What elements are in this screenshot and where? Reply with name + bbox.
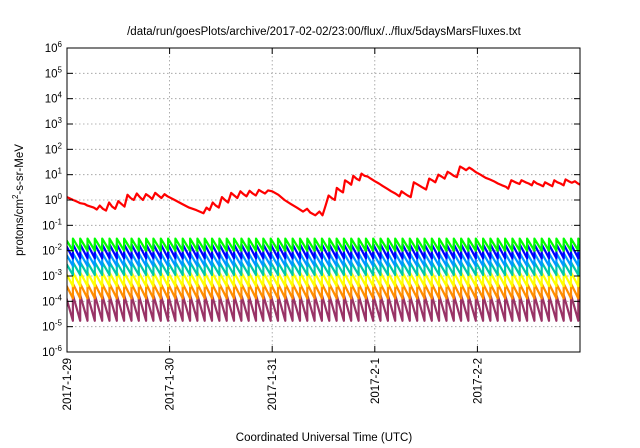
x-tick-label: 2017-1-29: [62, 358, 74, 410]
y-axis-label-prefix: protons/cm: [14, 199, 26, 256]
y-tick-label-base: 10: [45, 119, 58, 131]
y-tick-label-exponent: 5: [58, 65, 63, 74]
y-axis-tick-labels: 10610510410310210110010-110-210-310-410-…: [42, 40, 62, 359]
y-tick-label-exponent: -4: [55, 293, 63, 302]
y-tick-label: 100: [45, 192, 63, 207]
series-group: [67, 165, 580, 322]
y-tick-label: 10-1: [42, 217, 62, 232]
y-tick-label: 102: [45, 141, 63, 156]
y-axis-label-suffix: -s-sr-MeV: [14, 144, 26, 195]
y-tick-label-base: 10: [45, 94, 58, 106]
y-axis-label: protons/cm2-s-sr-MeV: [11, 144, 26, 256]
y-tick-label-base: 10: [45, 43, 58, 55]
flux-series-red-line: [67, 165, 580, 217]
y-tick-label-base: 10: [42, 220, 55, 232]
y-tick-label-base: 10: [42, 296, 55, 308]
flux-series-line-6: [67, 237, 580, 252]
x-tick-label: 2017-2-2: [472, 358, 484, 404]
y-tick-label-base: 10: [42, 322, 55, 334]
y-tick-label-exponent: -1: [55, 217, 63, 226]
y-tick-label-exponent: -5: [55, 319, 63, 328]
y-tick-label: 10-6: [42, 344, 62, 359]
y-tick-label-exponent: -2: [55, 243, 63, 252]
x-axis-tick-labels: 2017-1-29 2017-1-30 2017-1-31 2017-2-1 2017-…: [62, 358, 484, 410]
y-tick-label-base: 10: [45, 144, 58, 156]
y-tick-label-base: 10: [42, 271, 55, 283]
y-tick-label-exponent: -3: [55, 268, 63, 277]
y-tick-label-exponent: 1: [58, 167, 63, 176]
y-tick-label: 104: [45, 91, 63, 106]
y-tick-label-base: 10: [45, 170, 58, 182]
y-tick-label-exponent: 0: [58, 192, 63, 201]
chart-title: /data/run/goesPlots/archive/2017-02-02/2…: [127, 26, 522, 38]
y-tick-label-base: 10: [42, 246, 55, 258]
y-tick-label-base: 10: [42, 347, 55, 359]
y-tick-label-exponent: 4: [58, 91, 63, 100]
y-tick-label: 10-3: [42, 268, 62, 283]
y-tick-label-exponent: 3: [58, 116, 63, 125]
axis-ticks: [66, 47, 580, 353]
y-tick-label-exponent: 6: [58, 40, 63, 49]
x-tick-label: 2017-2-1: [370, 358, 382, 404]
y-tick-label: 106: [45, 40, 63, 55]
y-tick-label-base: 10: [45, 68, 58, 80]
y-tick-label-exponent: -6: [55, 344, 63, 353]
y-tick-label: 10-2: [42, 243, 62, 258]
y-tick-label: 105: [45, 65, 63, 80]
y-tick-label: 10-4: [42, 293, 62, 308]
x-axis-label: Coordinated Universal Time (UTC): [236, 432, 413, 444]
y-axis-label-superscript: 2: [11, 194, 20, 199]
y-tick-label: 103: [45, 116, 63, 131]
x-tick-label: 2017-1-30: [165, 358, 177, 410]
y-tick-label-exponent: 2: [58, 141, 63, 150]
plot-area: [67, 165, 580, 322]
y-tick-label: 101: [45, 167, 63, 182]
y-tick-label-base: 10: [45, 195, 58, 207]
x-tick-label: 2017-1-31: [267, 358, 279, 410]
y-tick-label: 10-5: [42, 319, 62, 334]
